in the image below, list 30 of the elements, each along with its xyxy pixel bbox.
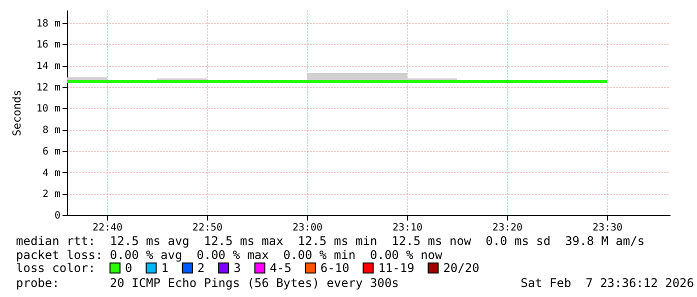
x-tick-label: 23:20: [492, 222, 523, 234]
y-tick-label: 0: [54, 210, 60, 222]
legend-label: 3: [234, 261, 241, 275]
legend-label: 1: [161, 261, 168, 275]
y-tick-label: 12 m: [36, 82, 60, 94]
x-tick-label: 22:50: [192, 222, 223, 234]
text: probe: 20 ICMP Echo Pings (56 Bytes) every 300s: [16, 276, 399, 290]
legend-label: 2: [197, 261, 205, 275]
y-tick-label: 16 m: [36, 40, 60, 51]
legend-label: 4-5: [270, 261, 292, 275]
y-tick-label: 4 m: [42, 168, 60, 179]
text: packet loss: 0.00 % avg 0.00 % max 0.00 % min 0.00 % now: [16, 248, 444, 262]
y-tick-label: 2 m: [42, 189, 60, 200]
legend-label: 0: [125, 261, 132, 275]
y-axis-title: Seconds: [10, 90, 24, 136]
y-tick-label: 18 m: [36, 18, 60, 30]
y-tick-label: 10 m: [36, 104, 60, 115]
legend-label: 6-10: [320, 261, 350, 275]
text: Sat Feb 7 23:36:12 2026: [520, 276, 694, 290]
y-tick-label: 6 m: [42, 146, 60, 158]
y-tick-label: 8 m: [42, 125, 60, 136]
x-tick-label: 23:30: [592, 222, 623, 234]
x-tick-label: 23:00: [292, 222, 323, 234]
x-tick-label: 22:40: [92, 222, 123, 234]
legend-label: 11-19: [378, 261, 414, 275]
legend-label: 20/20: [443, 261, 480, 275]
x-tick-label: 23:10: [392, 222, 423, 234]
legend-title: loss color:: [16, 261, 96, 275]
y-tick-label: 14 m: [36, 61, 60, 72]
text: median rtt: 12.5 ms avg 12.5 ms max 12.5 ms min 12.5 ms now 0.0 ms sd 39.8 M am/s: [16, 234, 645, 248]
